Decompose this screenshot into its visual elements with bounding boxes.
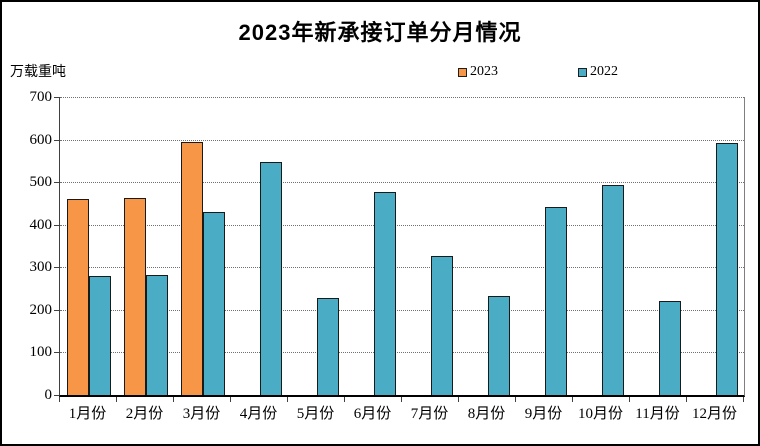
y-axis-unit-label: 万载重吨 bbox=[10, 63, 66, 79]
x-tick-label-2月份: 2月份 bbox=[125, 406, 164, 422]
bar-2022-2月份 bbox=[145, 274, 168, 395]
legend-item-2022: 2022 bbox=[578, 65, 618, 79]
y-tick-label-400: 400 bbox=[29, 216, 53, 233]
gridline-300 bbox=[60, 267, 744, 269]
y-tick-mark-400 bbox=[54, 224, 59, 226]
gridline-400 bbox=[60, 224, 744, 226]
x-tick-label-1月份: 1月份 bbox=[68, 406, 107, 422]
legend-swatch-2023-icon bbox=[458, 67, 467, 77]
gridline-100 bbox=[60, 352, 744, 354]
y-tick-mark-600 bbox=[54, 139, 59, 141]
x-tick-mark-4 bbox=[287, 397, 288, 402]
y-tick-mark-0 bbox=[54, 395, 59, 396]
x-tick-label-5月份: 5月份 bbox=[296, 406, 335, 422]
y-tick-label-0: 0 bbox=[44, 387, 53, 403]
y-tick-label-100: 100 bbox=[29, 344, 53, 361]
legend-label-2022: 2022 bbox=[590, 64, 618, 79]
x-tick-label-7月份: 7月份 bbox=[410, 406, 449, 422]
x-tick-mark-12 bbox=[743, 397, 744, 402]
bar-2022-12月份 bbox=[715, 142, 738, 395]
x-tick-mark-1 bbox=[116, 397, 117, 402]
gridline-200 bbox=[60, 309, 744, 311]
x-tick-label-4月份: 4月份 bbox=[239, 406, 278, 422]
y-tick-label-200: 200 bbox=[29, 301, 53, 318]
x-tick-mark-0 bbox=[59, 397, 60, 402]
x-tick-mark-11 bbox=[686, 397, 687, 402]
x-tick-label-8月份: 8月份 bbox=[467, 406, 506, 422]
x-tick-mark-2 bbox=[173, 397, 174, 402]
y-tick-mark-200 bbox=[54, 309, 59, 311]
x-tick-label-10月份: 10月份 bbox=[577, 406, 623, 422]
y-tick-mark-700 bbox=[54, 97, 59, 98]
x-tick-label-9月份: 9月份 bbox=[524, 406, 563, 422]
x-tick-label-12月份: 12月份 bbox=[691, 406, 737, 422]
bar-2022-4月份 bbox=[259, 161, 282, 395]
gridline-500 bbox=[60, 182, 744, 184]
x-tick-mark-5 bbox=[344, 397, 345, 402]
legend-label-2023: 2023 bbox=[470, 64, 498, 79]
legend-swatch-2022-icon bbox=[578, 67, 587, 77]
bar-2023-2月份 bbox=[123, 197, 146, 395]
x-tick-mark-9 bbox=[572, 397, 573, 402]
x-tick-label-6月份: 6月份 bbox=[353, 406, 392, 422]
bar-2022-3月份 bbox=[202, 212, 225, 395]
y-tick-label-300: 300 bbox=[29, 259, 53, 276]
chart-title: 2023年新承接订单分月情况 bbox=[238, 20, 522, 45]
y-tick-mark-100 bbox=[54, 352, 59, 354]
bar-2022-6月份 bbox=[373, 191, 396, 395]
bar-2022-9月份 bbox=[544, 207, 567, 395]
y-tick-label-500: 500 bbox=[29, 174, 53, 191]
x-tick-mark-3 bbox=[230, 397, 231, 402]
x-tick-label-11月份: 11月份 bbox=[635, 406, 680, 422]
gridline-700 bbox=[60, 97, 744, 98]
x-tick-mark-7 bbox=[458, 397, 459, 402]
bar-2023-1月份 bbox=[66, 199, 89, 395]
gridline-600 bbox=[60, 139, 744, 141]
bar-2022-1月份 bbox=[88, 275, 111, 395]
bar-2022-7月份 bbox=[430, 255, 453, 395]
plot-area bbox=[59, 97, 745, 397]
x-tick-mark-10 bbox=[629, 397, 630, 402]
x-tick-label-3月份: 3月份 bbox=[182, 406, 221, 422]
y-tick-mark-500 bbox=[54, 182, 59, 184]
bar-2023-3月份 bbox=[180, 141, 203, 395]
x-tick-mark-6 bbox=[401, 397, 402, 402]
legend-item-2023: 2023 bbox=[458, 65, 498, 79]
bar-2022-8月份 bbox=[487, 296, 510, 395]
x-tick-mark-8 bbox=[515, 397, 516, 402]
y-tick-label-700: 700 bbox=[29, 89, 53, 105]
y-tick-mark-300 bbox=[54, 267, 59, 269]
bar-2022-10月份 bbox=[601, 185, 624, 395]
bar-2022-11月份 bbox=[658, 301, 681, 395]
y-tick-label-600: 600 bbox=[29, 131, 53, 148]
bar-2022-5月份 bbox=[316, 297, 339, 395]
